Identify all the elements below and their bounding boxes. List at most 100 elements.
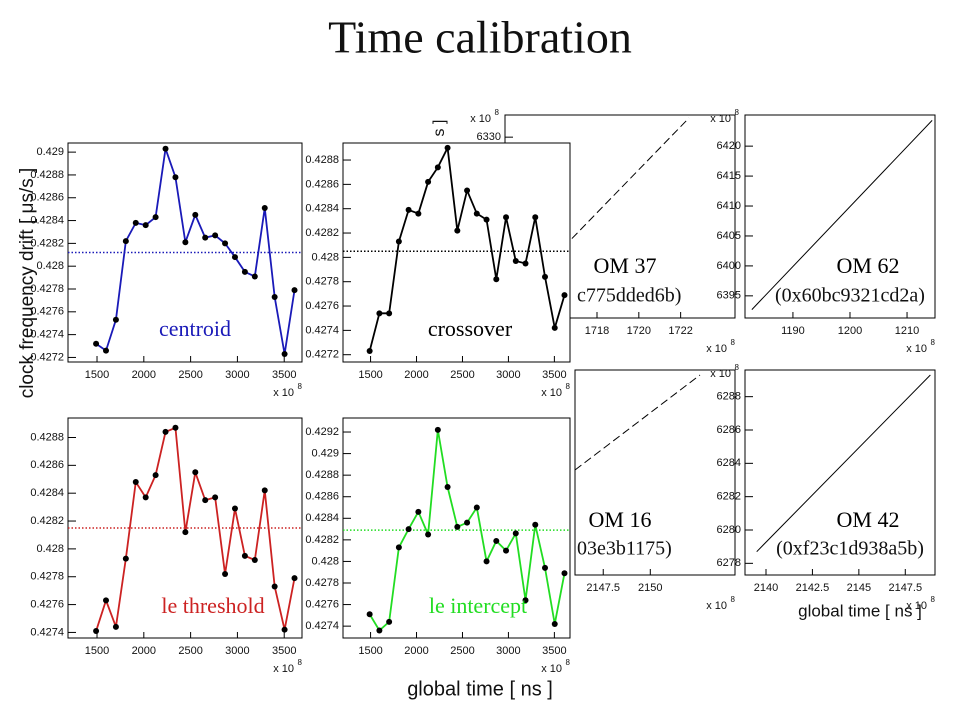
data-point — [202, 234, 209, 241]
data-point — [122, 238, 129, 245]
data-point — [376, 627, 383, 634]
x-tick-label: 2000 — [404, 645, 428, 657]
data-point — [386, 618, 393, 625]
data-point — [386, 310, 393, 317]
x-multiplier-exponent: 8 — [566, 382, 571, 391]
x-multiplier-exponent: 8 — [566, 658, 571, 667]
plot-frame — [342, 142, 571, 363]
x-multiplier: x 10 — [541, 387, 562, 399]
data-point — [483, 216, 490, 223]
data-point — [112, 623, 119, 630]
data-point — [152, 472, 159, 479]
x-multiplier: x 10 — [906, 600, 927, 612]
x-tick-label: 1200 — [838, 325, 862, 337]
y-tick-label: 6400 — [717, 260, 741, 272]
y-tick-label: 0.4282 — [305, 534, 339, 546]
plot-frame — [744, 114, 936, 319]
series-line — [751, 120, 933, 310]
data-point — [122, 555, 129, 562]
data-point — [376, 310, 383, 317]
x-tick-label: 1190 — [781, 325, 805, 337]
x-tick-label: 2147.5 — [888, 582, 922, 594]
y-tick-label: 6395 — [717, 290, 741, 302]
data-point — [112, 316, 119, 323]
x-tick-label: 1718 — [585, 325, 609, 337]
data-point — [93, 628, 100, 635]
data-point — [405, 526, 412, 533]
y-tick-label: 0.429 — [311, 447, 339, 459]
x-tick-label: 1500 — [358, 369, 382, 381]
data-point — [551, 324, 558, 331]
slide-title: Time calibration — [328, 12, 632, 63]
back-y-axis-label: s ] — [431, 120, 448, 137]
back-x-axis-label: global time [ ns ] — [798, 601, 922, 620]
y-tick-label: 0.4274 — [305, 620, 339, 632]
x-multiplier: x 10 — [706, 343, 727, 355]
data-point — [142, 494, 149, 501]
x-tick-label: 2150 — [638, 582, 662, 594]
y-tick-label: 0.4278 — [30, 571, 64, 583]
x-tick-label: 2147.5 — [586, 582, 620, 594]
y-tick-label: 0.4272 — [30, 351, 64, 363]
x-tick-label: 1210 — [895, 325, 919, 337]
data-point — [464, 187, 471, 194]
chart-label: le intercept — [429, 593, 527, 618]
x-tick-label: 2000 — [404, 369, 428, 381]
plot-frame — [744, 369, 936, 576]
data-point — [444, 484, 451, 491]
data-point — [532, 521, 539, 528]
data-point — [251, 557, 258, 564]
data-point — [464, 519, 471, 526]
y-tick-label: 6410 — [717, 200, 741, 212]
data-point — [103, 597, 110, 604]
x-tick-label: 2145 — [847, 582, 871, 594]
data-point — [132, 479, 139, 486]
y-tick-label: 0.4284 — [305, 512, 339, 524]
x-tick-label: 3000 — [496, 645, 520, 657]
data-point — [532, 214, 539, 221]
data-point — [103, 347, 110, 354]
x-tick-label: 3500 — [272, 369, 296, 381]
x-tick-label: 3000 — [496, 369, 520, 381]
data-point — [93, 340, 100, 347]
data-point — [271, 293, 278, 300]
data-point — [132, 219, 139, 226]
y-tick-label: 0.4284 — [30, 214, 64, 226]
x-tick-label: 1720 — [627, 325, 651, 337]
y-tick-label: 0.4276 — [305, 300, 339, 312]
om16-trace — [574, 374, 701, 471]
data-point — [231, 505, 238, 512]
data-point — [395, 544, 402, 551]
data-point — [512, 530, 519, 537]
data-point — [192, 469, 199, 476]
x-multiplier-exponent: 8 — [298, 658, 303, 667]
x-tick-label: 2142.5 — [796, 582, 830, 594]
x-tick-label: 2000 — [132, 369, 156, 381]
y-tick-label: 0.4288 — [305, 154, 339, 166]
data-point — [261, 487, 268, 494]
y-tick-label: 0.4278 — [30, 283, 64, 295]
x-tick-label: 2500 — [178, 645, 202, 657]
x-tick-label: 1722 — [668, 325, 692, 337]
chart-label: centroid — [159, 316, 231, 341]
data-point — [542, 564, 549, 571]
data-point — [261, 205, 268, 212]
data-point — [542, 273, 549, 280]
y-tick-label: 0.4284 — [305, 203, 339, 215]
data-point — [291, 287, 298, 294]
y-tick-label: 0.4286 — [30, 459, 64, 471]
y-tick-label: 0.4282 — [30, 515, 64, 527]
y-multiplier: x 10 — [470, 113, 491, 125]
y-tick-label: 0.4274 — [30, 329, 64, 341]
data-point — [241, 552, 248, 559]
x-multiplier-exponent: 8 — [731, 595, 736, 604]
y-tick-label: 6278 — [717, 557, 741, 569]
data-point — [483, 558, 490, 565]
data-point — [162, 428, 169, 435]
x-multiplier: x 10 — [541, 663, 562, 675]
y-multiplier-exponent: 8 — [735, 108, 740, 117]
chart-sublabel: (0x60bc9321cd2a) — [775, 285, 925, 307]
x-tick-label: 1500 — [85, 369, 109, 381]
data-point — [192, 211, 199, 218]
